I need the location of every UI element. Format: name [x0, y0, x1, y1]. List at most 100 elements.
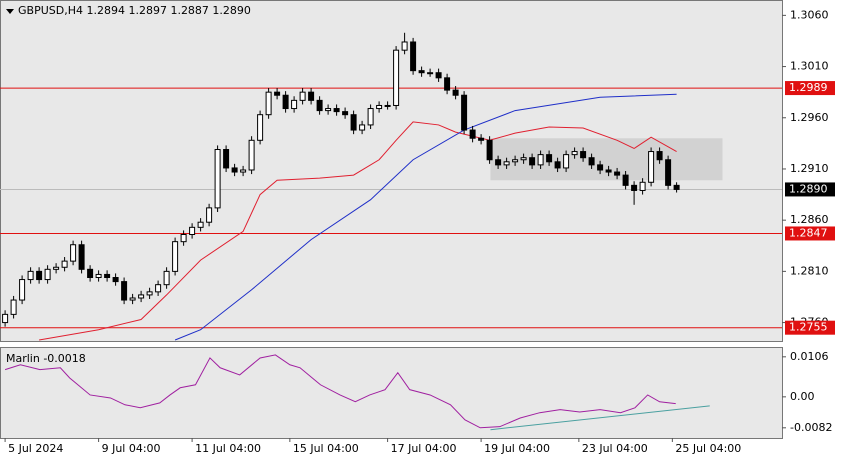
candle-body — [461, 94, 468, 131]
candle-body — [393, 49, 400, 106]
candle-body — [206, 207, 213, 223]
y-tick-label: 1.2810 — [790, 264, 829, 277]
current-price-label-bg — [785, 182, 835, 197]
candle-body — [121, 281, 128, 301]
menu-triangle — [6, 9, 14, 14]
candle-body — [146, 291, 153, 296]
candle-body — [537, 154, 544, 166]
candle-body — [180, 234, 187, 243]
candle-body — [257, 114, 264, 141]
candle-body — [529, 157, 536, 166]
candle-body — [325, 108, 332, 112]
candle-body — [648, 151, 655, 183]
candle-body — [350, 114, 357, 131]
x-tick-label: 17 Jul 04:00 — [391, 442, 457, 455]
candle-body — [78, 244, 85, 270]
y-tick-label: 0.00 — [790, 390, 815, 403]
candle-body — [376, 104, 383, 110]
candle-body — [231, 167, 238, 173]
candle-body — [427, 72, 434, 75]
current-price-label: 1.2890 — [789, 182, 828, 195]
x-tick-label: 11 Jul 04:00 — [195, 442, 261, 455]
candle-body — [36, 270, 43, 281]
x-tick-label: 25 Jul 04:00 — [675, 442, 741, 455]
x-tick-label: 23 Jul 04:00 — [582, 442, 648, 455]
level-label: 1.2989 — [789, 81, 828, 94]
candle-body — [495, 159, 502, 166]
candle-body — [248, 139, 255, 171]
moving-average — [39, 121, 677, 341]
candle-body — [138, 294, 145, 299]
candle-body — [418, 70, 425, 74]
candle-body — [274, 91, 281, 96]
candle-body — [639, 181, 646, 191]
candle-body — [70, 244, 77, 262]
candle-body — [452, 89, 459, 96]
candle-body — [478, 137, 485, 141]
oscillator-panel — [0, 347, 783, 439]
level-label: 1.2847 — [789, 226, 828, 239]
candle-body — [588, 157, 595, 166]
candle-body — [333, 108, 340, 113]
candle-body — [546, 154, 553, 163]
y-tick-label: 1.2910 — [790, 162, 829, 175]
x-tick-label: 19 Jul 04:00 — [484, 442, 550, 455]
main-layer: 1.3060 1.3010 1.2960 1.2910 1.2860 1.2810 1.27… — [0, 8, 835, 455]
candle-body — [240, 169, 247, 173]
candle-body — [435, 72, 442, 79]
candle-body — [520, 157, 527, 161]
candle-body — [605, 169, 612, 173]
level-label-bg — [785, 320, 835, 335]
candle-body — [291, 99, 298, 110]
y-tick-label: 1.3060 — [790, 8, 829, 21]
candle-body — [444, 77, 451, 91]
level-label: 1.2755 — [789, 321, 828, 334]
candle-body — [410, 41, 417, 72]
x-tick-label: 15 Jul 04:00 — [293, 442, 359, 455]
candle-body — [282, 94, 289, 110]
candle-body — [631, 184, 638, 191]
candle-body — [308, 91, 315, 101]
candle-body — [87, 268, 94, 279]
candle-body — [155, 284, 162, 293]
y-tick-label: 1.2860 — [790, 213, 829, 226]
y-tick-label: 0.0106 — [790, 350, 829, 363]
candle-body — [53, 266, 60, 270]
x-tick-label: 5 Jul 2024 — [8, 442, 63, 455]
candle-body — [299, 91, 306, 101]
moving-average — [174, 93, 677, 341]
candle-body — [486, 139, 493, 161]
candle-body — [503, 161, 510, 166]
candle-body — [401, 41, 408, 51]
candle-body — [104, 273, 111, 279]
chart-title: GBPUSD,H4 1.2894 1.2897 1.2887 1.2890 — [18, 4, 251, 17]
oscillator-line — [4, 354, 676, 429]
candle-body — [2, 313, 9, 324]
y-tick-label: -0.0082 — [790, 421, 832, 434]
oscillator-title: Marlin -0.0018 — [6, 352, 86, 365]
candle-body — [197, 221, 204, 228]
candle-body — [656, 151, 663, 161]
candle-body — [359, 124, 366, 131]
candle-body — [27, 270, 34, 281]
candle-body — [95, 273, 102, 279]
level-label-bg — [785, 226, 835, 241]
candle-body — [563, 154, 570, 169]
candle-body — [172, 241, 179, 272]
level-label-bg — [785, 81, 835, 96]
candle-body — [597, 164, 604, 171]
candle-body — [673, 184, 680, 190]
candle-body — [554, 161, 561, 169]
trend-line — [490, 405, 710, 431]
candle-body — [223, 149, 230, 169]
candle-body — [112, 277, 119, 283]
candle-body — [367, 108, 374, 126]
candle-body — [316, 99, 323, 112]
candle-body — [580, 151, 587, 159]
candle-body — [163, 270, 170, 286]
candle-body — [214, 149, 221, 209]
candle-body — [622, 174, 629, 186]
candle-body — [129, 297, 136, 301]
candle-body — [19, 279, 26, 301]
